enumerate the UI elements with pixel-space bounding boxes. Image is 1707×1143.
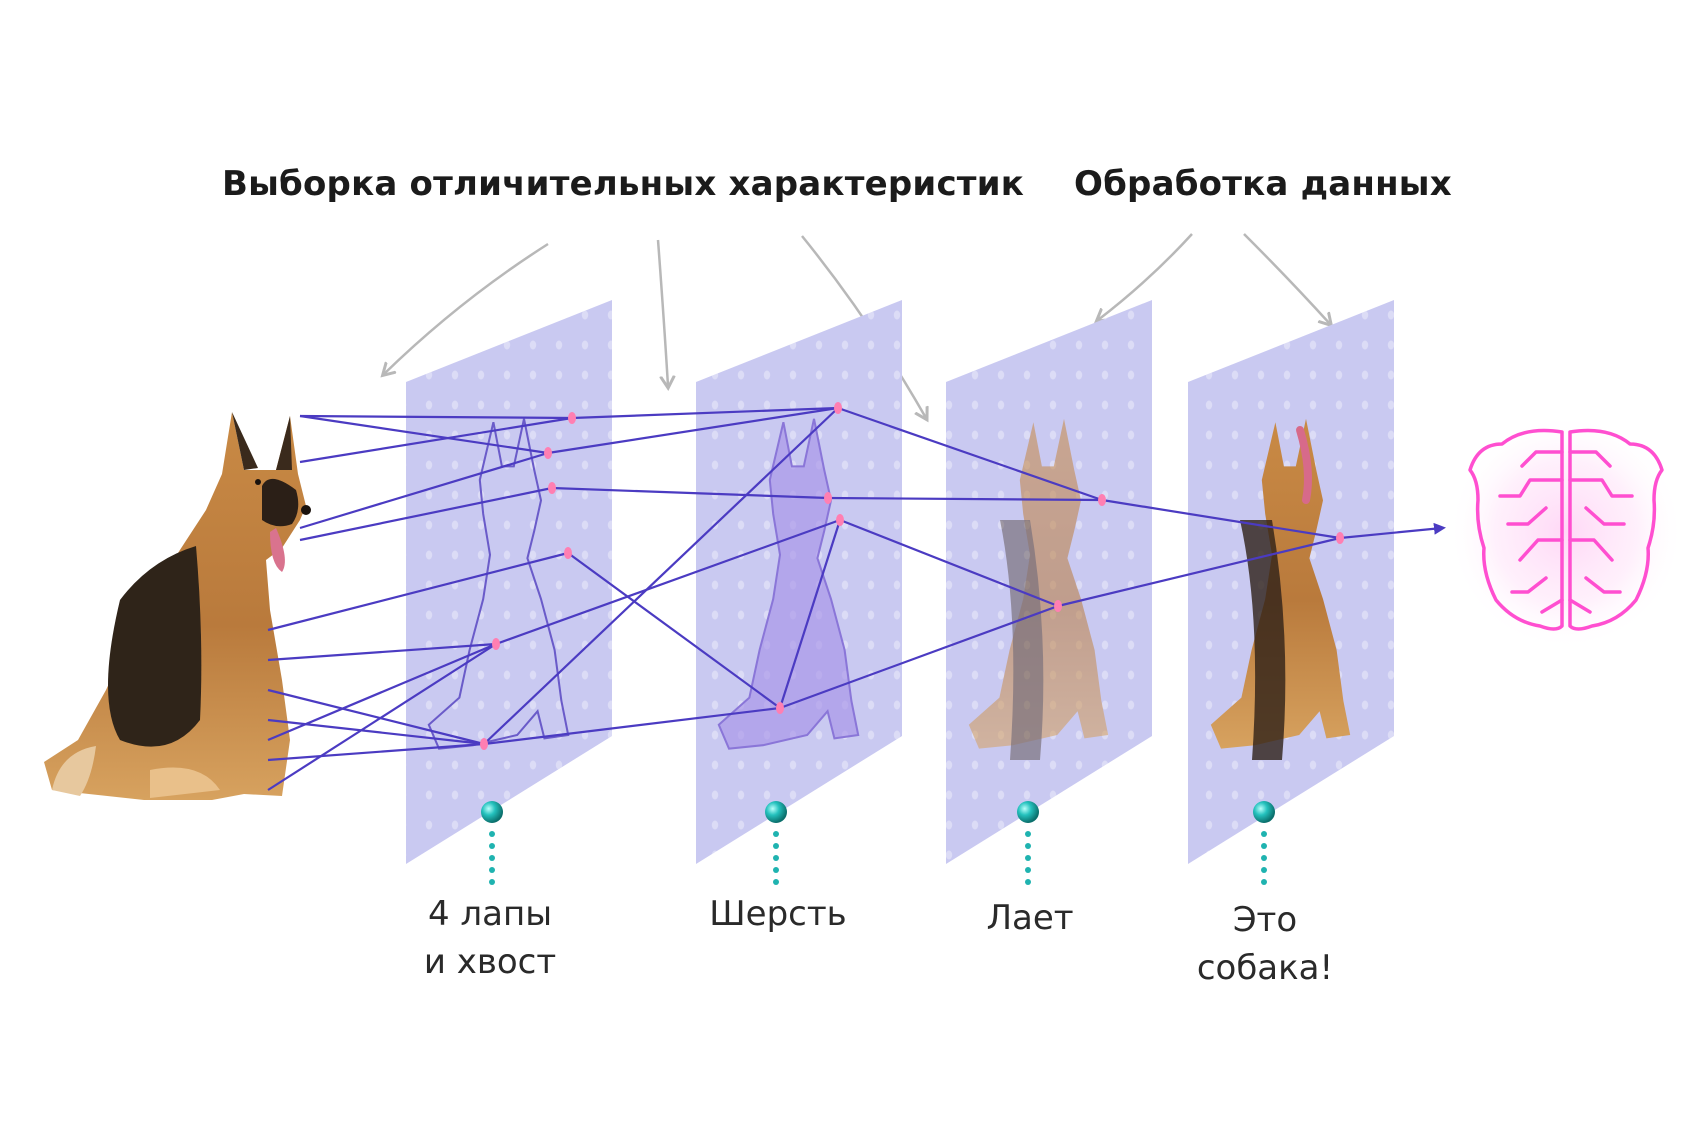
data-processing-heading: Обработка данных [1074,164,1452,204]
layer-4-caption-line-2: собака! [1196,948,1334,988]
layer-panel-1 [406,300,612,864]
layer-2-caption-line-1: Шерсть [709,894,847,934]
layer-4-caption: Это собака! [1197,896,1333,992]
bead-chain-4 [1253,801,1275,885]
bead-chain-1 [481,801,503,885]
layer-2-caption: Шерсть [709,890,846,938]
layer-3-caption-line-1: Лает [986,898,1074,938]
pointer-arrow-layer-3b [1098,233,1193,320]
pointer-arrow-layer-1 [384,242,549,374]
connection-lines [267,406,1446,791]
pointer-arrow-layer-2 [656,239,668,386]
pointer-arrow-layer-4 [1243,233,1330,324]
brain-icon [1448,414,1684,650]
layer-1-caption: 4 лапы и хвост [424,890,556,986]
layer-3-faded-dog [968,418,1109,760]
feature-nodes [480,402,1344,750]
layer-panels [406,300,1394,864]
layer-4-caption-line-1: Это [1232,900,1298,940]
bead-chain-2 [765,801,787,885]
layer-1-caption-line-2: и хвост [423,942,557,982]
bead-chain-3 [1017,801,1039,885]
layer-beads [481,801,1275,885]
feature-extraction-heading: Выборка отличительных характеристик [222,164,1024,204]
layer-3-caption: Лает [986,894,1073,942]
input-dog-photo [44,412,311,800]
layer-4-dog-photo [1210,418,1351,760]
layer-1-caption-line-1: 4 лапы [427,894,553,934]
